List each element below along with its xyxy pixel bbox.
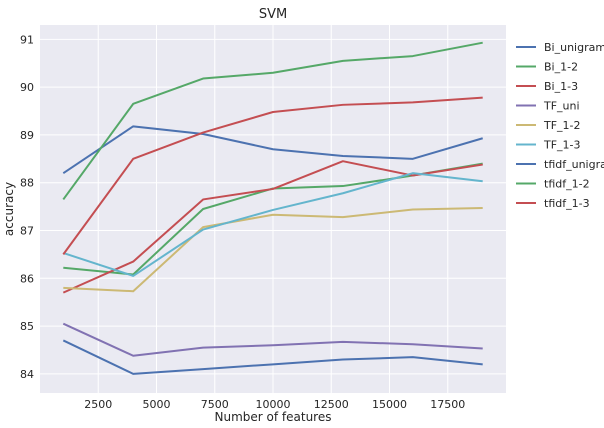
grid — [40, 25, 506, 393]
y-tick-label: 88 — [20, 177, 34, 190]
x-axis-label: Number of features — [215, 410, 332, 424]
y-tick-label: 84 — [20, 368, 34, 381]
legend-entry-label: Bi_1-3 — [544, 80, 578, 93]
y-tick-label: 90 — [20, 81, 34, 94]
y-tick-label: 91 — [20, 33, 34, 46]
legend-entry-label: TF_uni — [543, 100, 580, 113]
legend-entry-label: Bi_unigram — [544, 41, 604, 54]
x-tick-label: 17500 — [430, 398, 465, 411]
series-line-tfidf_1-2 — [62, 41, 483, 201]
x-tick-label: 2500 — [84, 398, 112, 411]
series-lines — [62, 41, 483, 375]
legend-entry-label: tfidf_1-2 — [544, 178, 590, 191]
x-tick-label: 5000 — [143, 398, 171, 411]
legend-entry-label: TF_1-2 — [543, 119, 581, 132]
y-tick-label: 89 — [20, 129, 34, 142]
series-line-tfidf_1-3 — [62, 96, 483, 255]
legend-entry-label: tfidf_unigram — [544, 158, 604, 171]
x-tick-label: 7500 — [201, 398, 229, 411]
series-line-TF_1-3 — [62, 172, 483, 277]
series-line-TF_uni — [62, 322, 483, 357]
y-tick-label: 87 — [20, 225, 34, 238]
x-tick-label: 10000 — [256, 398, 291, 411]
y-axis-label: accuracy — [2, 182, 16, 236]
x-tick-label: 15000 — [372, 398, 407, 411]
series-line-TF_1-2 — [63, 207, 483, 293]
x-tick-labels: 2500 5000 7500 10000 12500 15000 17500 — [84, 398, 465, 411]
chart-title: SVM — [259, 7, 287, 22]
x-tick-label: 12500 — [314, 398, 349, 411]
y-tick-label: 85 — [20, 320, 34, 333]
legend-entry-label: tfidf_1-3 — [544, 197, 590, 210]
y-tick-labels: 84 85 86 87 88 89 90 91 — [20, 33, 34, 381]
y-tick-label: 86 — [20, 272, 34, 285]
series-line-Bi_unigram — [62, 339, 483, 375]
series-line-Bi_1-3 — [62, 160, 483, 294]
legend-entry-label: TF_1-3 — [543, 139, 581, 152]
legend-entry-label: Bi_1-2 — [544, 61, 578, 74]
legend: Bi_unigram Bi_1-2 Bi_1-3 TF_uni TF_1-2 TF_1-3… — [516, 41, 604, 210]
series-line-tfidf_unigram — [62, 125, 483, 174]
